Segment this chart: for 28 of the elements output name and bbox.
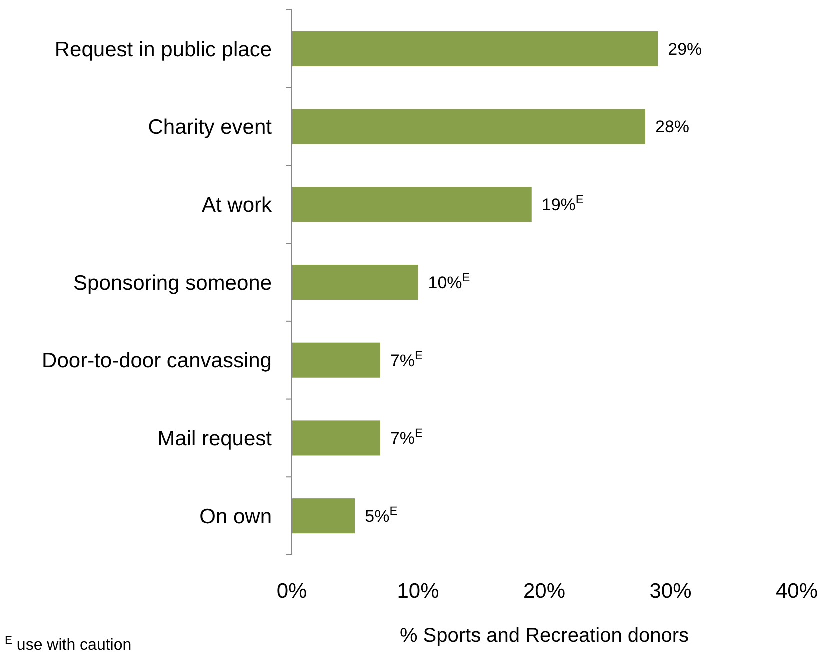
bar	[292, 342, 380, 378]
y-tick-label: At work	[202, 194, 272, 217]
data-label: 5%$^{E}$	[365, 504, 398, 526]
data-label: 7%$^{E}$	[390, 348, 423, 370]
bar	[292, 187, 532, 222]
data-label: 29%	[668, 40, 702, 59]
y-tick-label: Request in public place	[54, 38, 272, 62]
data-label: 19%$^{E}$	[542, 192, 584, 215]
x-tick-label: 10%	[397, 580, 440, 603]
y-tick-label: Mail request	[158, 428, 272, 451]
y-tick-label: On own	[200, 505, 272, 528]
text: $^{E}$ use with caution	[5, 635, 132, 652]
bar	[292, 264, 418, 300]
y-tick-label: Door-to-door canvassing	[42, 350, 272, 373]
x-axis-title: % Sports and Recreation donors	[400, 625, 690, 647]
data-label: 10%$^{E}$	[428, 270, 470, 292]
x-tick-label: 20%	[523, 580, 566, 603]
bar	[292, 109, 646, 144]
bar	[292, 420, 380, 456]
bar	[292, 498, 356, 534]
x-tick-label: 40%	[776, 580, 818, 603]
data-label: 28%	[656, 118, 690, 137]
bar	[292, 31, 658, 66]
x-tick-label: 0%	[276, 580, 308, 603]
y-tick-label: Charity event	[148, 116, 272, 140]
y-tick-label: Sponsoring someone	[74, 272, 272, 295]
data-label: 7%$^{E}$	[390, 426, 423, 448]
x-tick-label: 30%	[650, 580, 692, 603]
